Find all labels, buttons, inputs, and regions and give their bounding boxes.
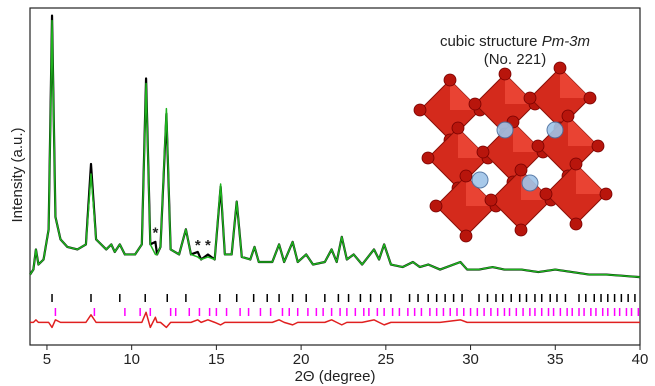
oxygen-atom [532, 140, 544, 152]
oxygen-atom [414, 104, 426, 116]
oxygen-atom [485, 194, 497, 206]
oxygen-atom [469, 98, 481, 110]
oxygen-atom [452, 122, 464, 134]
x-tick-label: 20 [293, 351, 310, 368]
oxygen-atom [592, 140, 604, 152]
oxygen-atom [540, 188, 552, 200]
cation-cluster [497, 122, 513, 138]
oxygen-atom [570, 158, 582, 170]
oxygen-atom [477, 146, 489, 158]
oxygen-atom [562, 110, 574, 122]
oxygen-atom [515, 224, 527, 236]
oxygen-atom [460, 170, 472, 182]
structure-inset [414, 62, 612, 242]
title: cubic structure [440, 33, 538, 50]
oxygen-atom [460, 230, 472, 242]
x-tick-label: 40 [632, 351, 649, 368]
oxygen-atom [430, 200, 442, 212]
oxygen-atom [422, 152, 434, 164]
oxygen-atom [515, 164, 527, 176]
space-group: Pm-3m [542, 33, 590, 50]
oxygen-atom [570, 218, 582, 230]
oxygen-atom [499, 68, 511, 80]
x-tick-label: 15 [208, 351, 225, 368]
oxygen-atom [600, 188, 612, 200]
annotation: * [152, 224, 158, 241]
y-axis-label: Intensity (a.u.) [9, 127, 26, 222]
cation-cluster [547, 122, 563, 138]
annotation: * [195, 237, 201, 254]
x-tick-label: 5 [43, 351, 51, 368]
chart: cubic structure Pm-3m (No. 221) 2Θ (degr… [0, 0, 655, 386]
oxygen-atom [584, 92, 596, 104]
x-tick-label: 30 [462, 351, 479, 368]
oxygen-atom [444, 74, 456, 86]
subtitle: (No. 221) [484, 51, 547, 68]
x-axis-label: 2Θ (degree) [295, 368, 376, 385]
oxygen-atom [524, 92, 536, 104]
inset-title: cubic structure Pm-3m [440, 33, 590, 50]
x-tick-label: 25 [377, 351, 394, 368]
annotation: * [205, 237, 211, 254]
x-tick-label: 10 [123, 351, 140, 368]
x-tick-label: 35 [547, 351, 564, 368]
cation-cluster [522, 175, 538, 191]
cation-cluster [472, 172, 488, 188]
plot-frame [30, 8, 640, 345]
oxygen-atom [554, 62, 566, 74]
